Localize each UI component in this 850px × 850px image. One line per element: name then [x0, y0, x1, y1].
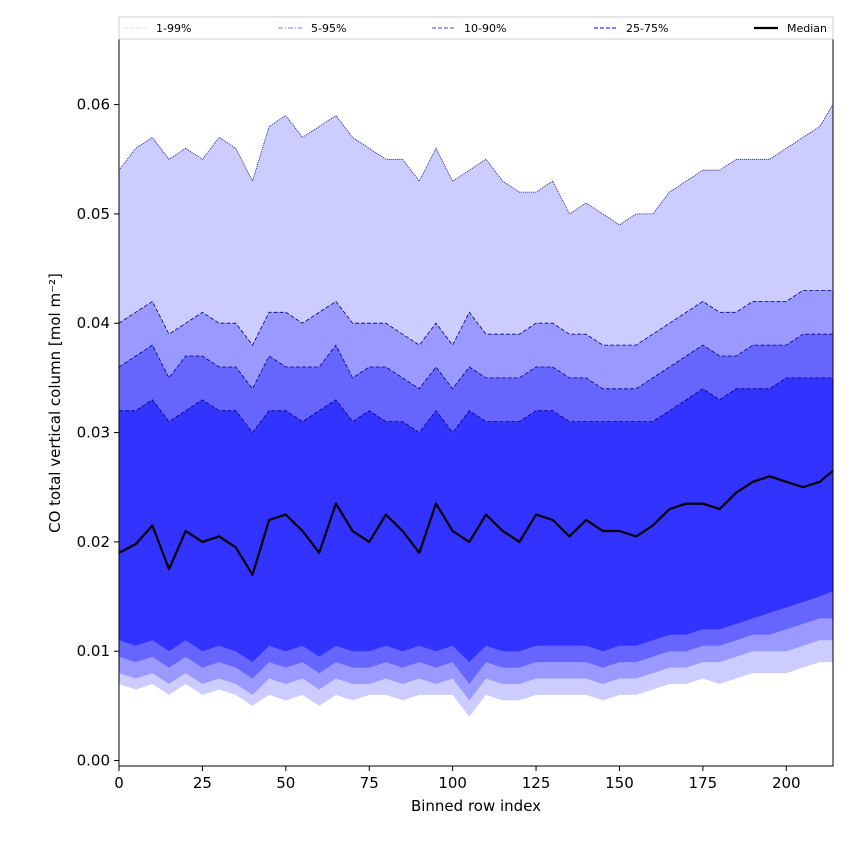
band-upper-edge-5-95: [118, 289, 833, 346]
x-tick-label: 175: [689, 774, 718, 792]
y-tick-label: 0.05: [77, 205, 110, 223]
legend-box: [118, 16, 834, 40]
x-axis-label: Binned row index: [411, 797, 541, 815]
y-axis-label: CO total vertical column [mol m⁻²]: [46, 273, 64, 533]
x-tick-label: 150: [605, 774, 634, 792]
x-tick-label: 100: [438, 774, 467, 792]
band-25-75: [119, 377, 833, 663]
legend: 1-99% 5-95% 10-90% 25-75% Median: [118, 16, 834, 40]
legend-label: 25-75%: [626, 22, 668, 35]
x-tick-label: 25: [193, 774, 212, 792]
median-line: [118, 469, 834, 576]
legend-label: 5-95%: [311, 22, 346, 35]
legend-label: 10-90%: [464, 22, 506, 35]
x-tick-label: 50: [276, 774, 295, 792]
legend-label: Median: [787, 22, 827, 35]
y-tick-label: 0.01: [77, 642, 110, 660]
y-tick-label: 0.04: [77, 314, 110, 332]
y-tick-label: 0.06: [77, 96, 110, 114]
median-layer: [118, 469, 834, 576]
x-tick-label: 200: [772, 774, 801, 792]
percentile-bands: [118, 104, 834, 717]
x-tick-label: 75: [360, 774, 379, 792]
legend-label: 1-99%: [156, 22, 191, 35]
y-axis-ticks: 0.00 0.01 0.02 0.03 0.04 0.05 0.06: [77, 96, 119, 770]
x-tick-label: 125: [522, 774, 551, 792]
x-tick-label: 0: [114, 774, 124, 792]
band-upper-edge-1-99: [118, 104, 834, 226]
x-axis-ticks: 0 25 50 75 100 125 150 175 200: [114, 766, 801, 792]
y-tick-label: 0.00: [77, 752, 110, 770]
y-tick-label: 0.02: [77, 533, 110, 551]
band-upper-edge-25-75: [119, 377, 833, 434]
y-tick-label: 0.03: [77, 424, 110, 442]
band-upper-edge-10-90: [118, 333, 833, 390]
